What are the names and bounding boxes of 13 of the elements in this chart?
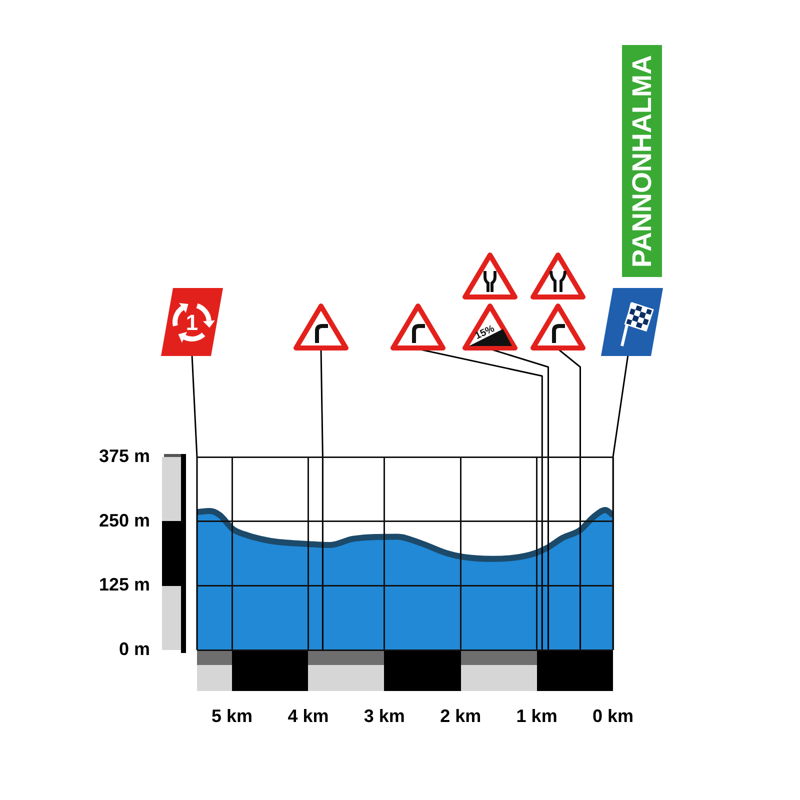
- y-tick-label: 0 m: [118, 638, 150, 659]
- x-tick-label: 5 km: [212, 706, 253, 726]
- roundabout-sign-icon: 1: [161, 288, 223, 356]
- y-tick-label: 250 m: [98, 510, 150, 530]
- y-tick-label: 375 m: [98, 446, 150, 466]
- x-tick-label: 4 km: [288, 706, 329, 726]
- x-tick-label: 3 km: [364, 706, 405, 726]
- x-tick-label: 1 km: [516, 706, 558, 726]
- x-tick-label: 2 km: [440, 706, 482, 726]
- y-tick-label: 125 m: [98, 574, 150, 595]
- x-tick-label: 0 km: [592, 706, 634, 726]
- banner: PANNONHALMA: [622, 45, 662, 277]
- steep-hill-sign-icon: 15%: [462, 302, 518, 352]
